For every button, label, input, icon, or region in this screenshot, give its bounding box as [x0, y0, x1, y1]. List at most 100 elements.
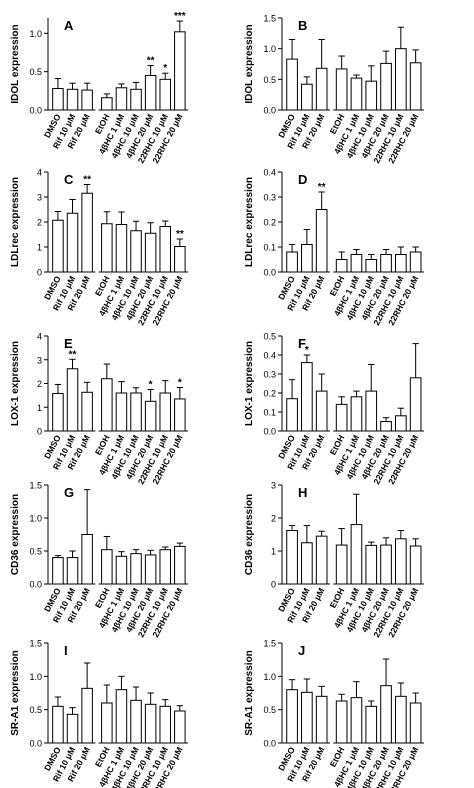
y-axis-label: IDOL expression	[10, 24, 21, 103]
panel-letter: D	[298, 172, 307, 187]
bar	[335, 700, 348, 744]
bar	[52, 705, 64, 744]
y-tick-label: 0.5	[29, 705, 42, 715]
y-tick-label: 2	[37, 218, 42, 228]
bar	[130, 88, 142, 111]
significance-label: *	[178, 378, 182, 389]
bar	[395, 538, 407, 585]
bar	[380, 421, 392, 432]
bar	[174, 31, 186, 111]
bar	[409, 62, 422, 111]
y-tick-label: 1.5	[263, 14, 276, 24]
y-tick-label: 0.5	[263, 705, 276, 715]
bar	[130, 553, 142, 585]
y-axis-label: LDLrec expression	[10, 177, 21, 267]
y-tick-label: 0.2	[263, 389, 276, 399]
bar	[81, 534, 93, 585]
y-tick-label: 0.0	[263, 427, 276, 437]
bar	[52, 88, 64, 111]
bar	[101, 702, 113, 744]
panel-letter: A	[64, 18, 74, 33]
bar	[315, 390, 328, 432]
bar	[144, 232, 157, 273]
significance-label: *	[149, 379, 153, 390]
bar	[52, 219, 64, 273]
y-axis-label: LOX-1 expression	[10, 341, 21, 426]
bar	[301, 244, 313, 273]
y-tick-label: 0.3	[263, 193, 276, 203]
bar	[315, 67, 328, 111]
y-tick-label: 0.1	[263, 243, 276, 253]
bar	[335, 68, 348, 111]
bar	[159, 549, 171, 585]
bar	[52, 557, 64, 585]
bar	[395, 695, 407, 744]
bar	[159, 392, 171, 432]
bar	[66, 713, 79, 744]
bar	[66, 212, 79, 273]
bar	[52, 392, 64, 432]
y-tick-label: 1.5	[29, 481, 42, 491]
bar	[174, 545, 186, 585]
y-tick-label: 1	[271, 547, 276, 557]
bar	[115, 392, 128, 432]
bar	[395, 254, 407, 273]
bar	[286, 58, 298, 111]
bar	[66, 368, 79, 432]
bar	[174, 246, 186, 273]
bar	[380, 62, 392, 111]
y-tick-label: 1.0	[263, 672, 276, 682]
y-tick-label: 0.0	[263, 739, 276, 749]
y-tick-label: 0.4	[263, 168, 276, 178]
bar	[174, 398, 186, 432]
bar	[130, 699, 142, 744]
panel-letter: H	[298, 485, 307, 500]
bar	[66, 88, 79, 111]
bar	[159, 226, 171, 273]
bar	[301, 362, 313, 432]
y-tick-label: 3	[271, 481, 276, 491]
y-tick-label: 4	[37, 332, 42, 342]
y-tick-label: 2	[271, 514, 276, 524]
bar	[365, 390, 378, 432]
bar	[174, 710, 186, 744]
bar	[409, 377, 422, 432]
y-tick-label: 0	[37, 268, 42, 278]
y-tick-label: 0.3	[263, 370, 276, 380]
bar	[350, 697, 363, 744]
y-axis-label: IDOL expression	[244, 24, 255, 103]
significance-label: ***	[174, 11, 186, 22]
bar	[144, 75, 157, 111]
bar	[130, 392, 142, 432]
y-tick-label: 0.0	[263, 268, 276, 278]
bar	[301, 542, 313, 585]
bar	[395, 415, 407, 432]
y-tick-label: 1.0	[263, 44, 276, 54]
bar	[350, 254, 363, 273]
bar	[365, 544, 378, 585]
significance-label: **	[69, 349, 77, 360]
y-tick-label: 0.5	[29, 67, 42, 77]
y-tick-label: 1.5	[263, 639, 276, 649]
bar	[350, 77, 363, 111]
panel-letter: E	[64, 336, 73, 351]
y-tick-label: 0.0	[29, 580, 42, 590]
y-axis-label: SR-A1 expression	[244, 650, 255, 736]
bar	[380, 254, 392, 273]
y-axis-label: LDLrec expression	[244, 177, 255, 267]
bar	[286, 530, 298, 585]
y-tick-label: 0.5	[29, 547, 42, 557]
bar	[315, 535, 328, 585]
bar	[66, 557, 79, 585]
bar	[409, 702, 422, 744]
panel-letter: B	[298, 18, 307, 33]
y-tick-label: 1.0	[29, 672, 42, 682]
y-axis-label: CD36 expression	[244, 494, 255, 575]
